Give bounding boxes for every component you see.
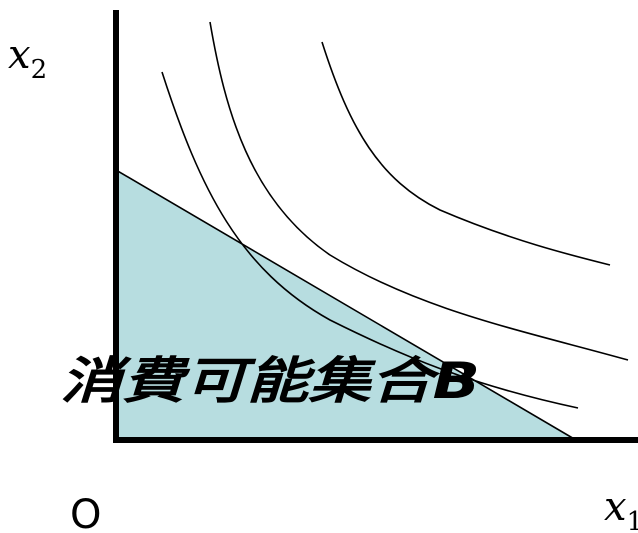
indifference-curve-high (321, 41, 611, 266)
y-axis-sub: 2 (31, 55, 48, 85)
x-axis-sub: 1 (627, 507, 638, 533)
y-axis-label: x2 (8, 32, 47, 85)
indifference-curve-low (161, 71, 579, 409)
consumption-set-label: 消費可能集合B (60, 352, 480, 410)
origin-label: O (70, 492, 101, 533)
x-axis-label: x1 (604, 484, 638, 533)
indifference-curve-middle (209, 21, 629, 361)
x-axis-var: x (604, 484, 627, 530)
y-axis-var: x (8, 32, 31, 78)
